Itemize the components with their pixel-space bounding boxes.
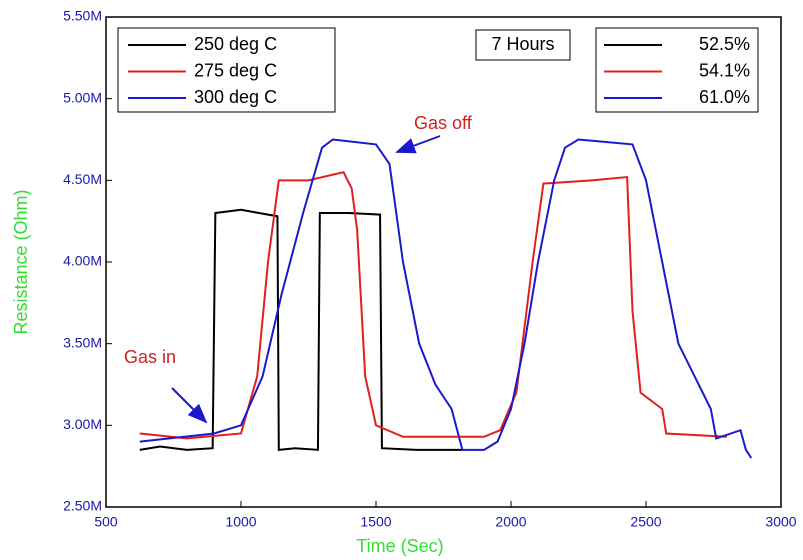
x-axis-label: Time (Sec): [356, 536, 443, 556]
annotation-arrow: [395, 135, 441, 154]
x-tick-label: 1000: [225, 514, 256, 530]
annotation-arrow: [171, 387, 208, 424]
legend-label: 52.5%: [699, 34, 750, 54]
y-axis-label: Resistance (Ohm): [11, 189, 31, 334]
y-tick-label: 3.50M: [63, 334, 102, 350]
legend-label: 61.0%: [699, 87, 750, 107]
y-tick-label: 3.00M: [63, 416, 102, 432]
x-tick-label: 2000: [495, 514, 526, 530]
series-line: [139, 138, 753, 459]
legend-label: 54.1%: [699, 60, 750, 80]
y-tick-label: 5.00M: [63, 89, 102, 105]
y-tick-label: 5.50M: [63, 8, 102, 24]
legend-label: 300 deg C: [194, 87, 277, 107]
x-tick-label: 3000: [765, 514, 796, 530]
annotation: Gas off: [414, 113, 473, 133]
annotation: Gas in: [124, 347, 176, 367]
x-tick-label: 2500: [630, 514, 661, 530]
y-tick-label: 4.00M: [63, 253, 102, 269]
y-tick-label: 2.50M: [63, 498, 102, 514]
legend-label: 250 deg C: [194, 34, 277, 54]
legend-label: 275 deg C: [194, 60, 277, 80]
legend-title: 7 Hours: [491, 34, 554, 54]
series-line: [139, 171, 728, 440]
y-tick-label: 4.50M: [63, 171, 102, 187]
plot-area: [139, 138, 753, 459]
series-line: [139, 208, 463, 451]
legend-title-box: [475, 29, 571, 61]
x-tick-label: 500: [94, 514, 118, 530]
x-tick-label: 1500: [360, 514, 391, 530]
